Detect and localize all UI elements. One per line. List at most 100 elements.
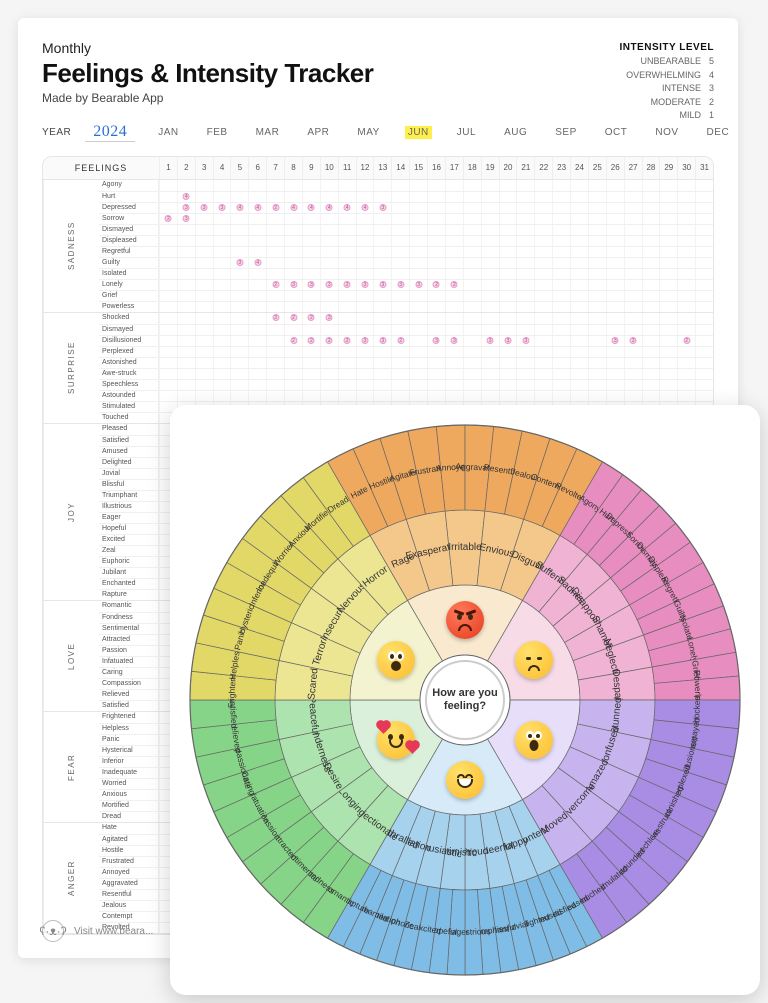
grid-cell[interactable] [373,192,391,202]
grid-cell[interactable]: 4 [284,203,302,213]
grid-cell[interactable] [516,180,534,191]
grid-cell[interactable] [552,236,570,246]
grid-cell[interactable] [516,203,534,213]
grid-cell[interactable] [230,236,248,246]
month-aug[interactable]: AUG [501,126,530,139]
grid-cell[interactable] [659,192,677,202]
grid-cell[interactable] [624,302,642,312]
grid-cell[interactable] [445,180,463,191]
grid-cell[interactable] [588,313,606,324]
grid-cell[interactable] [391,380,409,390]
grid-cell[interactable] [624,225,642,235]
grid-cell[interactable] [302,180,320,191]
grid-cell[interactable]: 2 [427,280,445,290]
grid-cell[interactable] [373,291,391,301]
grid-cell[interactable] [213,391,231,401]
grid-cell[interactable] [606,358,624,368]
grid-cell[interactable] [427,358,445,368]
grid-cell[interactable] [624,247,642,257]
grid-cell[interactable] [499,369,517,379]
grid-cell[interactable] [320,180,338,191]
grid-cell[interactable] [445,203,463,213]
grid-cell[interactable] [338,291,356,301]
grid-cell[interactable] [642,214,660,224]
grid-cell[interactable] [177,180,195,191]
grid-cell[interactable]: 2 [284,313,302,324]
grid-cell[interactable]: 2 [266,280,284,290]
grid-cell[interactable] [284,369,302,379]
grid-cell[interactable] [195,236,213,246]
grid-cell[interactable] [338,236,356,246]
grid-cell[interactable] [659,203,677,213]
grid-cell[interactable] [356,214,374,224]
grid-cell[interactable] [195,325,213,335]
grid-cell[interactable] [302,269,320,279]
grid-cell[interactable] [338,247,356,257]
grid-cell[interactable] [606,369,624,379]
grid-cell[interactable] [427,192,445,202]
grid-cell[interactable] [427,291,445,301]
grid-cell[interactable] [284,380,302,390]
grid-cell[interactable] [177,258,195,268]
grid-cell[interactable] [642,203,660,213]
grid-cell[interactable] [445,214,463,224]
grid-cell[interactable] [427,180,445,191]
grid-cell[interactable]: 3 [516,336,534,346]
grid-cell[interactable] [159,347,177,357]
grid-cell[interactable] [409,336,427,346]
grid-cell[interactable] [391,214,409,224]
grid-cell[interactable] [302,247,320,257]
grid-cell[interactable] [213,302,231,312]
grid-cell[interactable] [391,180,409,191]
grid-cell[interactable] [570,325,588,335]
grid-cell[interactable] [499,247,517,257]
grid-cell[interactable] [159,236,177,246]
grid-cell[interactable] [499,291,517,301]
grid-cell[interactable] [463,336,481,346]
grid-cell[interactable] [445,313,463,324]
grid-cell[interactable] [552,258,570,268]
grid-cell[interactable] [320,358,338,368]
grid-cell[interactable] [659,369,677,379]
grid-cell[interactable] [320,325,338,335]
grid-cell[interactable] [391,302,409,312]
grid-cell[interactable] [159,203,177,213]
grid-cell[interactable] [499,391,517,401]
grid-cell[interactable] [481,192,499,202]
grid-cell[interactable] [266,225,284,235]
grid-cell[interactable] [356,358,374,368]
grid-cell[interactable]: 4 [338,203,356,213]
grid-cell[interactable] [213,313,231,324]
grid-cell[interactable] [463,236,481,246]
grid-cell[interactable] [588,336,606,346]
grid-cell[interactable] [588,269,606,279]
grid-cell[interactable] [588,280,606,290]
grid-cell[interactable] [659,336,677,346]
grid-cell[interactable]: 3 [284,280,302,290]
grid-cell[interactable] [606,180,624,191]
grid-cell[interactable] [213,258,231,268]
grid-cell[interactable] [338,302,356,312]
grid-cell[interactable] [642,302,660,312]
grid-cell[interactable] [445,225,463,235]
grid-cell[interactable] [266,369,284,379]
grid-cell[interactable] [445,369,463,379]
grid-cell[interactable]: 2 [284,336,302,346]
grid-cell[interactable]: 2 [338,336,356,346]
grid-cell[interactable] [642,391,660,401]
grid-cell[interactable] [570,336,588,346]
grid-cell[interactable] [642,258,660,268]
grid-cell[interactable]: 3 [213,203,231,213]
grid-cell[interactable] [570,214,588,224]
grid-cell[interactable] [409,313,427,324]
grid-cell[interactable] [499,280,517,290]
surprise-emoji-icon[interactable] [515,721,553,759]
grid-cell[interactable]: 3 [373,203,391,213]
grid-cell[interactable] [356,391,374,401]
grid-cell[interactable] [695,380,713,390]
grid-cell[interactable] [320,225,338,235]
grid-cell[interactable] [159,192,177,202]
grid-cell[interactable] [481,325,499,335]
grid-cell[interactable] [338,225,356,235]
grid-cell[interactable] [570,258,588,268]
